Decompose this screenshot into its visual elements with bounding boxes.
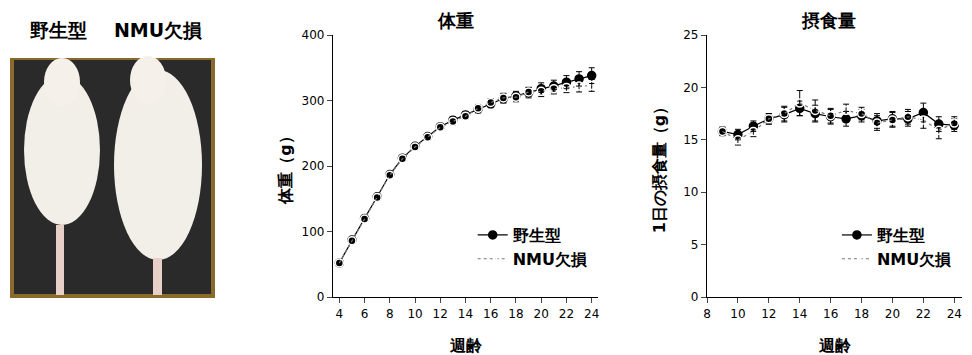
svg-text:24: 24 <box>947 307 962 321</box>
svg-text:10: 10 <box>730 307 745 321</box>
svg-text:体重（g）: 体重（g） <box>276 128 295 204</box>
svg-text:12: 12 <box>433 307 448 321</box>
svg-text:NMU欠損: NMU欠損 <box>877 250 951 269</box>
svg-text:10: 10 <box>683 185 698 199</box>
svg-text:4: 4 <box>335 307 343 321</box>
svg-text:週齢: 週齢 <box>449 336 483 355</box>
svg-text:10: 10 <box>407 307 422 321</box>
svg-text:22: 22 <box>916 307 931 321</box>
svg-text:25: 25 <box>683 28 698 42</box>
svg-text:8: 8 <box>703 307 711 321</box>
svg-text:体重: 体重 <box>437 10 474 31</box>
svg-text:16: 16 <box>823 307 838 321</box>
html-text:野生型: 野生型 <box>29 19 87 41</box>
svg-text:0: 0 <box>317 290 325 304</box>
svg-text:22: 22 <box>559 307 574 321</box>
html-text:NMU欠損: NMU欠損 <box>113 19 203 41</box>
svg-text:20: 20 <box>683 81 698 95</box>
svg-text:200: 200 <box>302 159 325 173</box>
svg-text:20: 20 <box>885 307 900 321</box>
svg-text:12: 12 <box>761 307 776 321</box>
svg-text:6: 6 <box>361 307 369 321</box>
svg-text:400: 400 <box>302 28 325 42</box>
svg-text:15: 15 <box>683 133 698 147</box>
svg-text:16: 16 <box>483 307 498 321</box>
svg-text:8: 8 <box>386 307 394 321</box>
svg-text:24: 24 <box>584 307 599 321</box>
svg-text:週齢: 週齢 <box>818 336 852 355</box>
svg-text:NMU欠損: NMU欠損 <box>513 250 587 269</box>
svg-text:18: 18 <box>854 307 869 321</box>
svg-text:野生型: 野生型 <box>877 226 925 245</box>
svg-text:18: 18 <box>508 307 523 321</box>
svg-text:300: 300 <box>302 94 325 108</box>
svg-text:野生型: 野生型 <box>513 226 561 245</box>
svg-text:100: 100 <box>302 225 325 239</box>
svg-text:20: 20 <box>534 307 549 321</box>
svg-text:5: 5 <box>691 238 699 252</box>
svg-text:1日の摂食量（g）: 1日の摂食量（g） <box>650 99 669 234</box>
svg-text:0: 0 <box>691 290 699 304</box>
svg-text:摂食量: 摂食量 <box>801 10 856 31</box>
svg-text:14: 14 <box>458 307 473 321</box>
svg-text:14: 14 <box>792 307 807 321</box>
